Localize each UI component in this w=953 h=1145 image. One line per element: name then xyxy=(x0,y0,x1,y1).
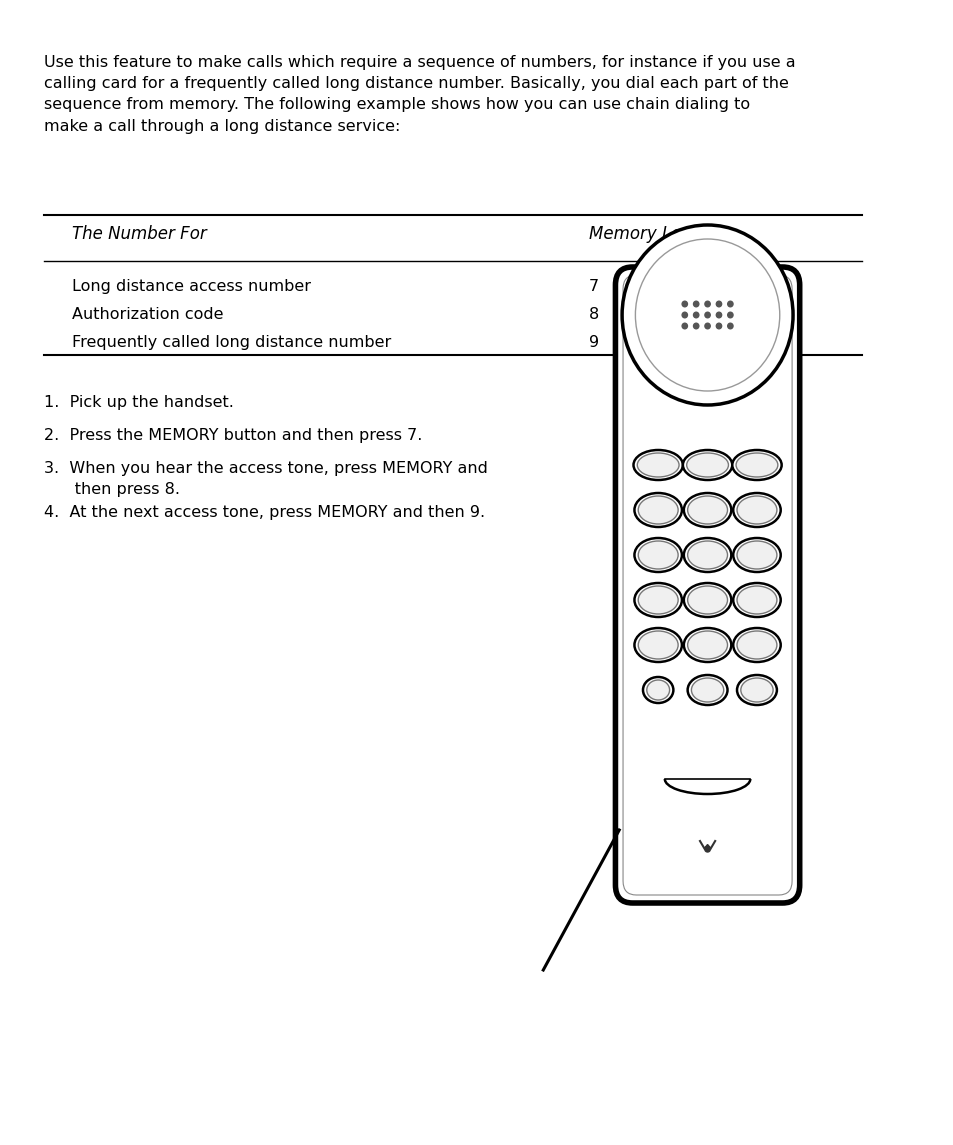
Ellipse shape xyxy=(637,453,679,477)
Ellipse shape xyxy=(733,538,780,572)
Ellipse shape xyxy=(638,631,678,660)
Ellipse shape xyxy=(638,496,678,524)
Ellipse shape xyxy=(740,678,772,702)
Ellipse shape xyxy=(687,540,727,569)
Text: 8: 8 xyxy=(588,307,598,322)
Circle shape xyxy=(716,323,720,329)
Ellipse shape xyxy=(634,493,681,527)
Circle shape xyxy=(704,846,710,852)
Circle shape xyxy=(727,301,732,307)
Ellipse shape xyxy=(683,627,731,662)
FancyBboxPatch shape xyxy=(615,267,799,903)
Ellipse shape xyxy=(683,583,731,617)
Ellipse shape xyxy=(683,493,731,527)
Text: Frequently called long distance number: Frequently called long distance number xyxy=(72,335,391,350)
Ellipse shape xyxy=(737,676,776,705)
FancyBboxPatch shape xyxy=(622,275,791,895)
Ellipse shape xyxy=(736,453,777,477)
Text: Authorization code: Authorization code xyxy=(72,307,223,322)
Circle shape xyxy=(635,239,779,390)
Circle shape xyxy=(681,323,687,329)
Circle shape xyxy=(693,313,699,318)
Ellipse shape xyxy=(638,540,678,569)
Circle shape xyxy=(727,323,732,329)
Text: 3.  When you hear the access tone, press MEMORY and
      then press 8.: 3. When you hear the access tone, press … xyxy=(44,461,487,497)
Ellipse shape xyxy=(686,453,728,477)
Circle shape xyxy=(681,313,687,318)
Ellipse shape xyxy=(633,450,682,480)
Text: The Number For: The Number For xyxy=(72,226,207,243)
Ellipse shape xyxy=(737,540,776,569)
Ellipse shape xyxy=(646,680,669,700)
Ellipse shape xyxy=(737,496,776,524)
Ellipse shape xyxy=(682,450,732,480)
Ellipse shape xyxy=(683,538,731,572)
Ellipse shape xyxy=(733,627,780,662)
Ellipse shape xyxy=(737,631,776,660)
Text: Use this feature to make calls which require a sequence of numbers, for instance: Use this feature to make calls which req… xyxy=(44,55,795,134)
Ellipse shape xyxy=(687,676,727,705)
Circle shape xyxy=(716,313,720,318)
Circle shape xyxy=(681,301,687,307)
Circle shape xyxy=(704,301,709,307)
Text: 9: 9 xyxy=(588,335,598,350)
Text: 4.  At the next access tone, press MEMORY and then 9.: 4. At the next access tone, press MEMORY… xyxy=(44,505,484,520)
Circle shape xyxy=(693,323,699,329)
Ellipse shape xyxy=(642,677,673,703)
Circle shape xyxy=(704,313,709,318)
Ellipse shape xyxy=(691,678,723,702)
Text: Memory Location: Memory Location xyxy=(588,226,732,243)
Circle shape xyxy=(621,226,792,405)
Ellipse shape xyxy=(732,450,781,480)
Circle shape xyxy=(704,323,709,329)
Ellipse shape xyxy=(634,538,681,572)
Circle shape xyxy=(693,301,699,307)
Text: 2.  Press the MEMORY button and then press 7.: 2. Press the MEMORY button and then pres… xyxy=(44,428,421,443)
Ellipse shape xyxy=(687,496,727,524)
Text: 1.  Pick up the handset.: 1. Pick up the handset. xyxy=(44,395,233,410)
Circle shape xyxy=(716,301,720,307)
Ellipse shape xyxy=(687,586,727,614)
Ellipse shape xyxy=(634,627,681,662)
Ellipse shape xyxy=(737,586,776,614)
Circle shape xyxy=(727,313,732,318)
Ellipse shape xyxy=(733,583,780,617)
Ellipse shape xyxy=(733,493,780,527)
Ellipse shape xyxy=(687,631,727,660)
Text: Long distance access number: Long distance access number xyxy=(72,279,311,294)
Ellipse shape xyxy=(638,586,678,614)
Text: 7: 7 xyxy=(588,279,598,294)
Ellipse shape xyxy=(634,583,681,617)
